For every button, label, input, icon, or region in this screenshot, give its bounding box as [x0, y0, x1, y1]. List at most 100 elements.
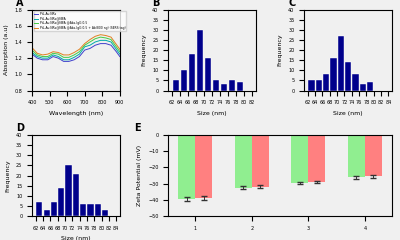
Bar — [316, 80, 322, 90]
Bar — [352, 74, 358, 90]
X-axis label: Wavelength (nm): Wavelength (nm) — [49, 111, 103, 116]
PtL-Au NRs@NBA @Abs-IgG 0.5 + Ab(800 ng) (SERS tag) — [93, 35, 98, 38]
PtL-Au NRs@NBA @Abs-IgG 0.5 + Ab(800 ng) (SERS tag) — [72, 51, 76, 54]
Bar — [36, 202, 42, 216]
Bar — [348, 135, 365, 177]
Bar — [173, 80, 180, 90]
PtL-Au NRs@NBA @Abs-IgG 0.5 + Ab(800 ng) (SERS tag) — [88, 38, 92, 41]
PtL-Au NRs@NBA @Abs-IgG 0.5 + Ab(800 ng) (SERS tag) — [46, 53, 50, 55]
PtL-Au NRs@NBA — [35, 55, 40, 58]
X-axis label: Size (nm): Size (nm) — [333, 111, 363, 116]
Bar — [220, 84, 227, 90]
PtL-Au NRs — [82, 49, 87, 52]
Bar — [95, 204, 101, 216]
PtL-Au NRs@NBA @Abs-IgG 0.5 + Ab(800 ng) (SERS tag) — [61, 54, 66, 56]
Bar — [51, 202, 57, 216]
PtL-Au NRs@NBA — [46, 57, 50, 60]
Y-axis label: Frequency: Frequency — [6, 159, 10, 192]
PtL-Au NRs@NBA @Abs-IgG 0.5 — [109, 38, 114, 41]
PtL-Au NRs@NBA @Abs-IgG 0.5 — [46, 55, 50, 58]
PtL-Au NRs@NBA — [66, 58, 71, 61]
PtL-Au NRs@NBA @Abs-IgG 0.5 — [98, 36, 103, 39]
PtL-Au NRs@NBA — [56, 55, 61, 58]
PtL-Au NRs — [72, 58, 76, 61]
PtL-Au NRs@NBA — [30, 51, 34, 54]
Bar — [291, 135, 308, 183]
Y-axis label: Zeta Potential (mV): Zeta Potential (mV) — [138, 145, 142, 206]
PtL-Au NRs@NBA — [40, 57, 45, 60]
PtL-Au NRs@NBA — [114, 48, 119, 51]
PtL-Au NRs — [56, 57, 61, 60]
Text: A: A — [16, 0, 24, 7]
Bar — [308, 80, 315, 90]
PtL-Au NRs@NBA @Abs-IgG 0.5 + Ab(800 ng) (SERS tag) — [98, 33, 103, 36]
PtL-Au NRs@NBA @Abs-IgG 0.5 — [114, 45, 119, 48]
Line: PtL-Au NRs@NBA @Abs-IgG 0.5: PtL-Au NRs@NBA @Abs-IgG 0.5 — [32, 37, 120, 57]
PtL-Au NRs@NBA @Abs-IgG 0.5 + Ab(800 ng) (SERS tag) — [82, 42, 87, 45]
Bar — [235, 135, 252, 188]
Bar — [178, 135, 195, 199]
Line: PtL-Au NRs@NBA @Abs-IgG 0.5 + Ab(800 ng) (SERS tag): PtL-Au NRs@NBA @Abs-IgG 0.5 + Ab(800 ng)… — [32, 35, 120, 55]
Bar — [212, 80, 219, 90]
PtL-Au NRs@NBA — [103, 39, 108, 42]
PtL-Au NRs@NBA @Abs-IgG 0.5 — [118, 50, 122, 53]
PtL-Au NRs@NBA @Abs-IgG 0.5 + Ab(800 ng) (SERS tag) — [77, 48, 82, 51]
Bar — [58, 188, 64, 216]
PtL-Au NRs@NBA — [51, 54, 56, 56]
PtL-Au NRs@NBA @Abs-IgG 0.5 — [93, 37, 98, 40]
Bar — [66, 165, 72, 216]
Bar — [367, 83, 373, 90]
Y-axis label: Absorption (a.u): Absorption (a.u) — [4, 25, 9, 75]
PtL-Au NRs@NBA — [88, 44, 92, 47]
Bar — [345, 62, 351, 90]
PtL-Au NRs@NBA @Abs-IgG 0.5 + Ab(800 ng) (SERS tag) — [30, 46, 34, 49]
PtL-Au NRs — [61, 60, 66, 63]
Bar — [197, 30, 204, 90]
PtL-Au NRs@NBA @Abs-IgG 0.5 — [40, 55, 45, 58]
PtL-Au NRs@NBA — [109, 41, 114, 43]
Bar — [73, 174, 79, 216]
PtL-Au NRs — [109, 44, 114, 47]
Text: D: D — [16, 123, 24, 133]
PtL-Au NRs@NBA @Abs-IgG 0.5 + Ab(800 ng) (SERS tag) — [114, 43, 119, 46]
PtL-Au NRs — [98, 42, 103, 45]
PtL-Au NRs — [30, 53, 34, 55]
Bar — [102, 210, 108, 216]
Text: B: B — [152, 0, 160, 7]
Line: PtL-Au NRs@NBA: PtL-Au NRs@NBA — [32, 40, 120, 60]
Bar — [338, 36, 344, 90]
Text: C: C — [288, 0, 296, 7]
PtL-Au NRs@NBA — [98, 39, 103, 42]
Bar — [189, 54, 196, 90]
Legend: PtL-Au NRs, PtL-Au NRs@NBA, PtL-Au NRs@NBA @Abs-IgG 0.5, PtL-Au NRs@NBA @Abs-IgG: PtL-Au NRs, PtL-Au NRs@NBA, PtL-Au NRs@N… — [34, 11, 126, 31]
Line: PtL-Au NRs: PtL-Au NRs — [32, 44, 120, 61]
PtL-Au NRs@NBA @Abs-IgG 0.5 — [82, 44, 87, 47]
X-axis label: Size (nm): Size (nm) — [197, 111, 227, 116]
PtL-Au NRs@NBA @Abs-IgG 0.5 — [88, 41, 92, 43]
PtL-Au NRs — [35, 57, 40, 60]
PtL-Au NRs@NBA @Abs-IgG 0.5 + Ab(800 ng) (SERS tag) — [118, 48, 122, 51]
PtL-Au NRs@NBA @Abs-IgG 0.5 — [30, 49, 34, 52]
PtL-Au NRs@NBA @Abs-IgG 0.5 — [72, 54, 76, 56]
PtL-Au NRs@NBA @Abs-IgG 0.5 — [51, 52, 56, 55]
PtL-Au NRs@NBA @Abs-IgG 0.5 — [35, 54, 40, 56]
PtL-Au NRs@NBA @Abs-IgG 0.5 — [56, 53, 61, 55]
PtL-Au NRs@NBA @Abs-IgG 0.5 + Ab(800 ng) (SERS tag) — [103, 34, 108, 37]
PtL-Au NRs — [103, 42, 108, 45]
PtL-Au NRs@NBA @Abs-IgG 0.5 + Ab(800 ng) (SERS tag) — [56, 51, 61, 54]
PtL-Au NRs@NBA — [72, 56, 76, 59]
Bar — [205, 58, 212, 90]
PtL-Au NRs@NBA @Abs-IgG 0.5 — [61, 56, 66, 59]
X-axis label: Size (nm): Size (nm) — [61, 236, 91, 240]
Y-axis label: Frequency: Frequency — [142, 34, 146, 66]
PtL-Au NRs — [77, 55, 82, 58]
PtL-Au NRs — [114, 50, 119, 53]
PtL-Au NRs@NBA — [77, 53, 82, 55]
Bar — [88, 204, 94, 216]
PtL-Au NRs — [118, 55, 122, 58]
PtL-Au NRs@NBA @Abs-IgG 0.5 — [77, 50, 82, 53]
Bar — [236, 83, 243, 90]
Bar — [195, 135, 212, 198]
PtL-Au NRs@NBA @Abs-IgG 0.5 + Ab(800 ng) (SERS tag) — [109, 36, 114, 39]
Text: E: E — [134, 123, 141, 133]
